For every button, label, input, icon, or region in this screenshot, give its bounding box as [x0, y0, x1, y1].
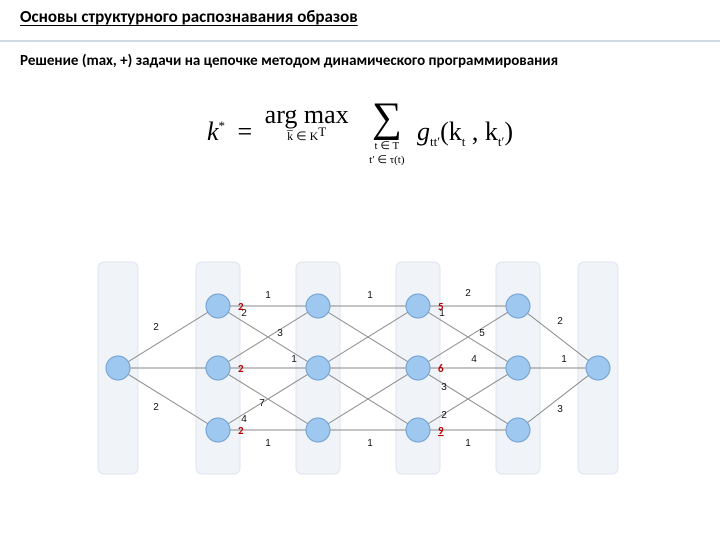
edge-weight: 3 [277, 328, 283, 339]
argmax-sub-sup: T [318, 124, 326, 139]
edge-weight: 7 [259, 398, 265, 409]
edge-weight: 1 [265, 290, 271, 301]
formula: k* = arg max k̅ ∈ KT ∑ t ∈ T t′ ∈ τ(t) g… [0, 100, 720, 166]
eq-sign: = [238, 117, 253, 146]
node-label: 2 [238, 300, 244, 313]
sigma-icon: ∑ [372, 103, 402, 133]
lhs-var: k [207, 117, 219, 146]
edge-weight: 1 [291, 354, 297, 365]
graph-node [206, 294, 230, 318]
args-sub1: t [462, 134, 466, 149]
graph-node [406, 294, 430, 318]
sigma-lim-2: t′ ∈ τ(t) [369, 154, 404, 166]
graph-node [586, 356, 610, 380]
argmax-sub-text: k̅ ∈ K [287, 129, 318, 143]
edge-weight: 2 [153, 402, 159, 413]
page-title: Основы структурного распознавания образо… [20, 6, 358, 27]
node-label: 9 [438, 424, 444, 437]
graph-node [406, 356, 430, 380]
args-mid: , k [465, 117, 498, 146]
argmax-text: arg max [265, 100, 349, 129]
title-rule [0, 40, 720, 42]
edge-weight: 1 [367, 290, 373, 301]
graph-node [506, 356, 530, 380]
edge-weight: 2 [557, 316, 563, 327]
args-sub2: t′ [498, 134, 504, 149]
sigma-block: ∑ t ∈ T t′ ∈ τ(t) [369, 103, 404, 166]
edge-weight: 1 [561, 354, 567, 365]
graph-node [506, 294, 530, 318]
edge-weight: 5 [479, 328, 485, 339]
graph-node [106, 356, 130, 380]
graph-svg: 221231741112154321213 222569 [88, 256, 632, 480]
edge-weight: 2 [441, 410, 447, 421]
graph-node [306, 356, 330, 380]
graph-node [206, 356, 230, 380]
edge-weight: 3 [557, 404, 563, 415]
args-open: (k [440, 117, 462, 146]
edge-weight: 2 [465, 288, 471, 299]
graph-node [306, 418, 330, 442]
edge-weight: 3 [441, 382, 447, 393]
node-label: 2 [238, 424, 244, 437]
edge-weight: 1 [265, 438, 271, 449]
chain-graph: 221231741112154321213 222569 [88, 256, 632, 480]
edge-weight: 1 [367, 438, 373, 449]
node-label: 5 [438, 300, 444, 313]
graph-node [406, 418, 430, 442]
edge-weight: 2 [153, 322, 159, 333]
graph-node [306, 294, 330, 318]
argmax-sub: k̅ ∈ KT [265, 128, 349, 144]
argmax: arg max k̅ ∈ KT [265, 100, 349, 144]
g: g [417, 117, 430, 146]
graph-node [206, 418, 230, 442]
graph-node [506, 418, 530, 442]
sigma-lim-1: t ∈ T [369, 140, 404, 152]
g-sub: tt′ [430, 134, 440, 149]
args-end: ) [504, 117, 513, 146]
page-subtitle: Решение (max, +) задачи на цепочке метод… [20, 52, 558, 70]
edge-weight: 1 [465, 438, 471, 449]
edge-weight: 4 [471, 354, 477, 365]
node-label: 6 [438, 362, 444, 375]
node-label: 2 [238, 362, 244, 375]
lhs-sup: * [219, 118, 226, 133]
